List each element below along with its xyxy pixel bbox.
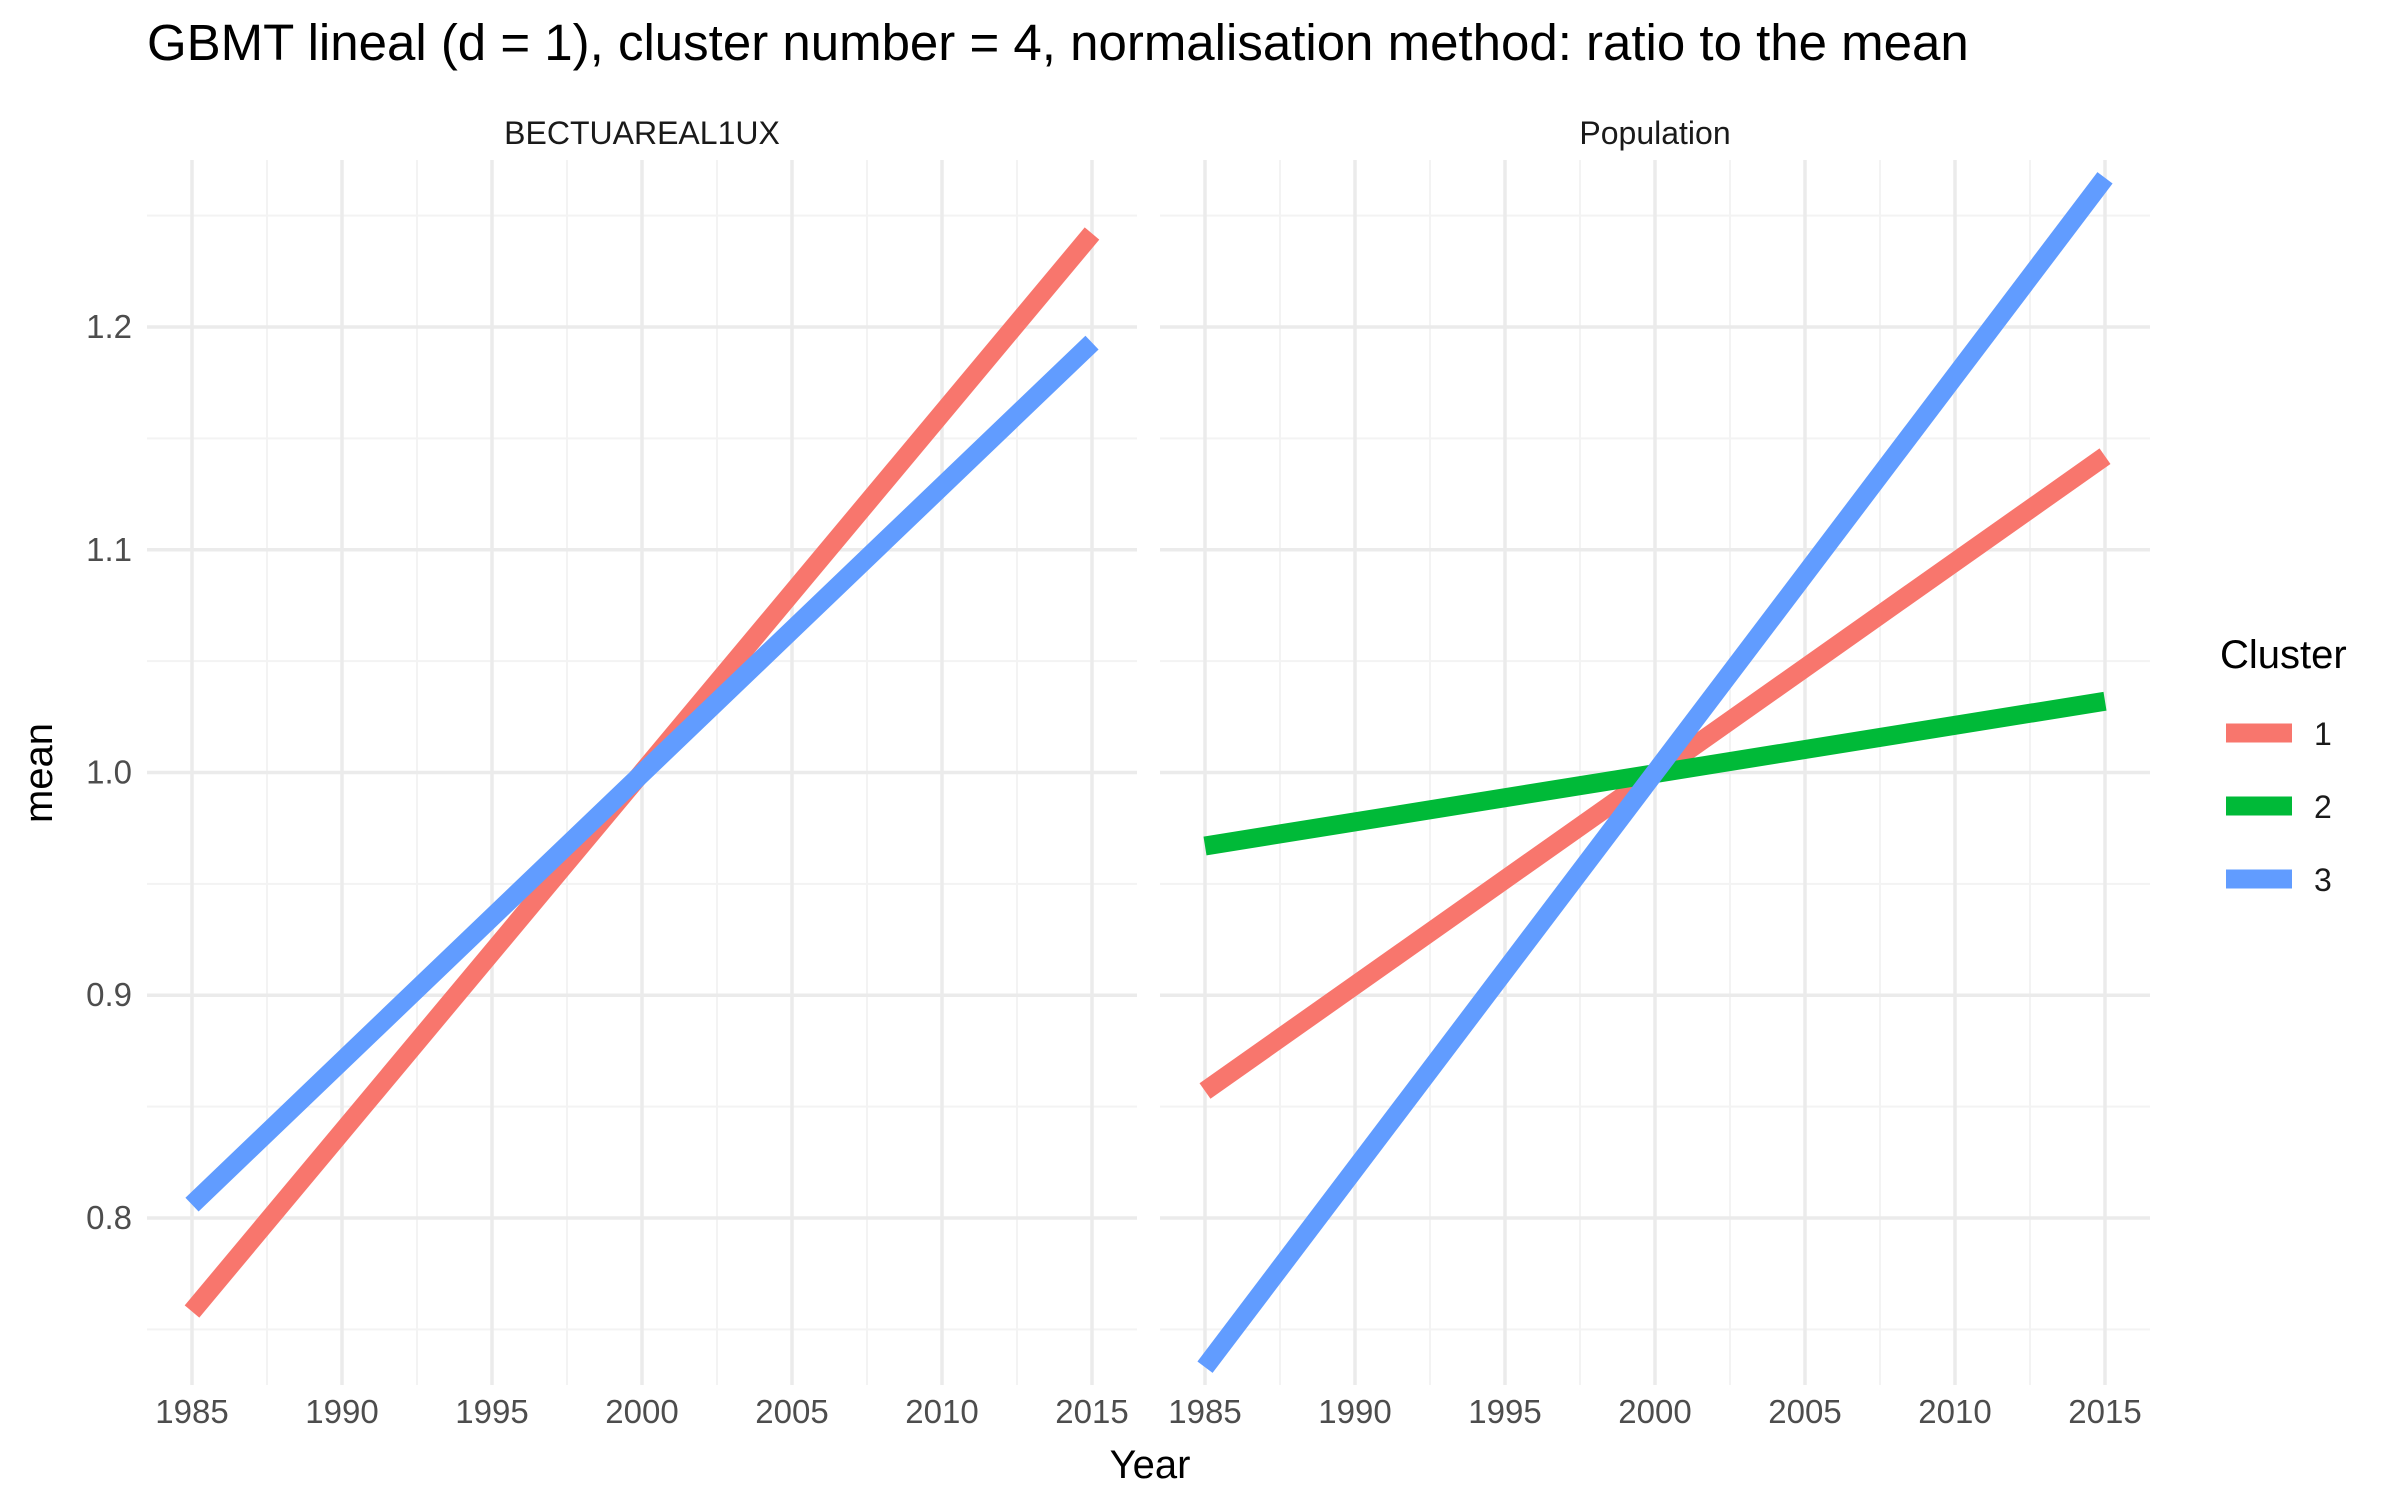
x-tick-label: 2005 <box>755 1393 828 1430</box>
y-tick-label: 1.1 <box>86 531 132 568</box>
series-line-cluster-3 <box>185 335 1099 1212</box>
x-tick-label: 2000 <box>1618 1393 1691 1430</box>
legend-label: 1 <box>2314 716 2332 752</box>
chart-title: GBMT lineal (d = 1), cluster number = 4,… <box>147 14 1969 71</box>
panels: BECTUAREAL1UX 1985 1990 1995 2000 2005 2010 201… <box>86 115 2150 1430</box>
x-tick-label: 1990 <box>1318 1393 1391 1430</box>
facet-strip-label: BECTUAREAL1UX <box>504 115 780 151</box>
x-tick-label: 2015 <box>1055 1393 1128 1430</box>
legend-entry-3: 3 <box>2226 862 2332 898</box>
legend: Cluster 1 2 3 <box>2220 633 2347 898</box>
x-tick-label: 1985 <box>155 1393 228 1430</box>
x-axis-title: Year <box>1110 1443 1191 1487</box>
x-tick-label: 1995 <box>455 1393 528 1430</box>
legend-entry-1: 1 <box>2226 716 2332 752</box>
series-line-cluster-3 <box>1197 172 2113 1373</box>
x-tick-label: 2000 <box>605 1393 678 1430</box>
x-tick-label: 1985 <box>1168 1393 1241 1430</box>
legend-label: 3 <box>2314 862 2332 898</box>
x-tick-label: 2005 <box>1768 1393 1841 1430</box>
panel-1: BECTUAREAL1UX 1985 1990 1995 2000 2005 2010 201… <box>147 115 1137 1430</box>
y-tick-label: 1.2 <box>86 308 132 345</box>
y-axis-title: mean <box>17 723 61 823</box>
y-axis-ticks: 0.8 0.9 1.0 1.1 1.2 <box>86 308 132 1236</box>
x-tick-label: 2010 <box>1918 1393 1991 1430</box>
x-tick-label: 1995 <box>1468 1393 1541 1430</box>
legend-title: Cluster <box>2220 633 2347 677</box>
facet-strip-label: Population <box>1579 115 1730 151</box>
y-tick-label: 1.0 <box>86 754 132 791</box>
legend-entry-2: 2 <box>2226 789 2332 825</box>
y-tick-label: 0.9 <box>86 976 132 1013</box>
x-tick-label: 2010 <box>905 1393 978 1430</box>
x-tick-label: 1990 <box>305 1393 378 1430</box>
legend-label: 2 <box>2314 789 2332 825</box>
y-tick-label: 0.8 <box>86 1199 132 1236</box>
x-tick-label: 2015 <box>2068 1393 2141 1430</box>
panel-2: Population 1985 1990 1995 2000 2005 2010 2015 <box>1160 115 2150 1430</box>
